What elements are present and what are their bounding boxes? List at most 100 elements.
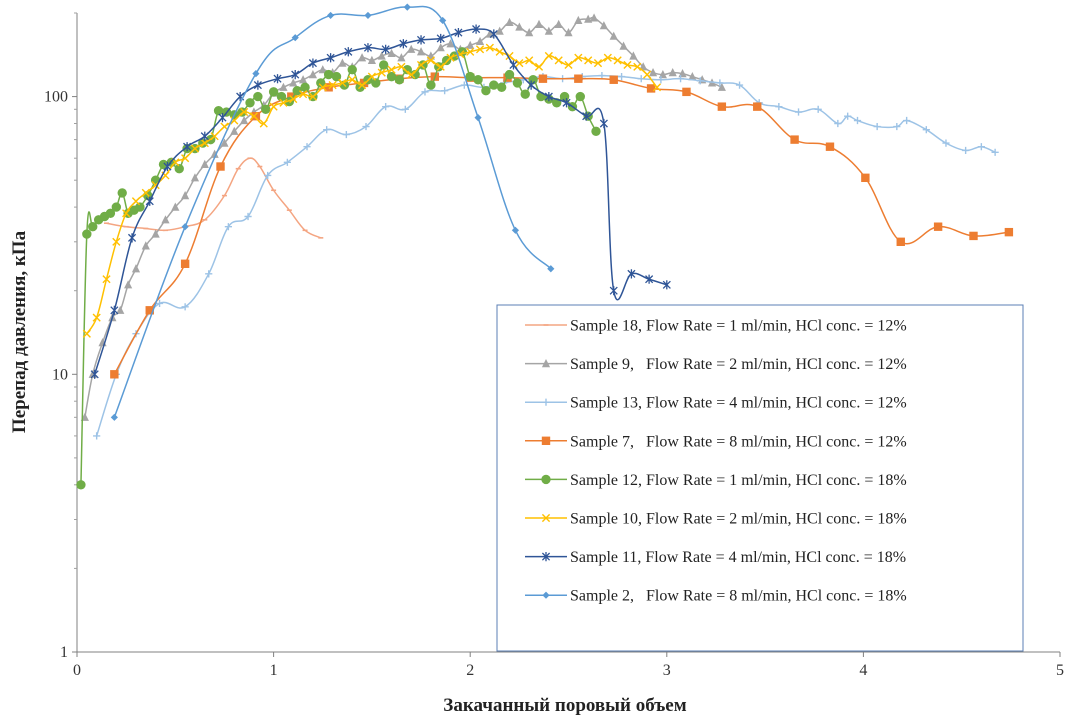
data-point-x (485, 43, 494, 52)
x-axis-title: Закачанный поровый объем (443, 695, 686, 716)
data-point-star (645, 274, 654, 284)
data-point-plus (421, 88, 429, 96)
data-point-square (682, 87, 691, 97)
data-point-x (416, 60, 426, 70)
legend-label: Sample 18, Flow Rate = 1 ml/min, HCl con… (570, 318, 907, 335)
data-point-triangle (181, 191, 190, 200)
y-axis-title: Перепад давления, кПа (9, 230, 30, 433)
data-point-circle (575, 91, 585, 102)
data-point-triangle (240, 115, 249, 125)
data-point-square (933, 222, 943, 231)
data-point-x (102, 275, 111, 284)
data-point-x (544, 51, 553, 61)
data-point-star (662, 280, 671, 290)
data-point-circle (512, 78, 523, 88)
data-point-circle (541, 474, 551, 485)
data-point-triangle (230, 126, 239, 135)
data-point-triangle (190, 173, 200, 182)
data-point-triangle (534, 19, 544, 28)
series-6 (82, 43, 662, 338)
legend-entry: Sample 11, Flow Rate = 4 ml/min, HCl con… (525, 549, 906, 566)
series-line (93, 28, 668, 375)
data-point-x (318, 83, 327, 92)
data-point-circle (268, 87, 279, 97)
data-point-x (328, 81, 337, 90)
data-point-diamond (252, 70, 260, 78)
data-point-triangle (279, 82, 288, 91)
data-point-x (387, 65, 396, 74)
data-point-x (298, 90, 308, 99)
data-point-star (562, 98, 571, 108)
data-point-plus (962, 146, 970, 155)
data-point-x (308, 92, 318, 101)
data-point-star (454, 28, 463, 38)
data-point-plus (542, 398, 550, 406)
data-point-star (436, 33, 445, 44)
legend: Sample 18, Flow Rate = 1 ml/min, HCl con… (496, 304, 1024, 652)
data-point-triangle (210, 149, 219, 158)
data-point-circle (174, 163, 184, 174)
data-point-star (326, 53, 335, 63)
data-point-x (564, 60, 573, 70)
data-point-square (825, 142, 835, 151)
data-point-x (141, 188, 150, 197)
data-point-diamond (291, 34, 299, 42)
data-point-triangle (574, 15, 583, 25)
data-point-x (623, 60, 632, 70)
data-point-circle (245, 98, 255, 108)
data-point-circle (394, 75, 405, 85)
data-point-plus (873, 122, 881, 131)
data-point-star (399, 39, 408, 49)
data-point-x (436, 62, 445, 71)
data-point-circle (402, 64, 412, 75)
data-point-diamond (547, 265, 555, 273)
data-point-square (790, 135, 799, 144)
series-line (113, 5, 552, 418)
data-point-x (259, 119, 268, 128)
x-tick-label: 2 (466, 662, 474, 679)
data-point-triangle (318, 65, 327, 74)
y-tick-label: 100 (44, 89, 68, 106)
data-point-square (861, 173, 870, 183)
data-point-x (574, 53, 583, 62)
data-point-star (509, 60, 518, 70)
data-point-x (210, 132, 219, 141)
data-point-triangle (648, 68, 658, 77)
data-point-triangle (171, 202, 180, 211)
data-point-plus (93, 432, 101, 440)
series-layer (76, 3, 1014, 490)
data-point-circle (481, 86, 491, 96)
series-7 (90, 24, 671, 379)
data-point-square (145, 306, 154, 315)
data-point-x (515, 59, 524, 68)
data-point-star (110, 305, 119, 315)
data-point-plus (922, 126, 930, 134)
data-point-plus (362, 122, 370, 131)
data-point-plus (382, 103, 390, 111)
data-point-triangle (717, 82, 726, 91)
data-point-triangle (397, 53, 406, 62)
legend-label: Sample 9, Flow Rate = 2 ml/min, HCl conc… (570, 356, 907, 373)
data-point-x (279, 98, 288, 107)
data-point-star (599, 118, 608, 129)
data-point-square (609, 75, 618, 84)
data-point-x (131, 197, 141, 206)
data-point-plus (834, 119, 842, 128)
data-point-square (180, 259, 190, 268)
data-point-plus (775, 103, 783, 111)
data-point-x (240, 107, 249, 117)
data-point-x (525, 56, 534, 65)
data-point-x (652, 83, 662, 92)
data-point-square (110, 370, 119, 379)
data-point-plus (401, 105, 409, 113)
data-point-square (216, 162, 225, 171)
data-point-square (574, 74, 583, 83)
data-point-triangle (416, 47, 426, 56)
legend-label: Sample 11, Flow Rate = 4 ml/min, HCl con… (570, 549, 906, 566)
data-point-x (112, 237, 121, 246)
data-point-x (82, 329, 91, 338)
data-point-plus (264, 171, 272, 180)
data-point-plus (794, 108, 803, 116)
legend-entry: Sample 7, Flow Rate = 8 ml/min, HCl conc… (525, 433, 907, 450)
